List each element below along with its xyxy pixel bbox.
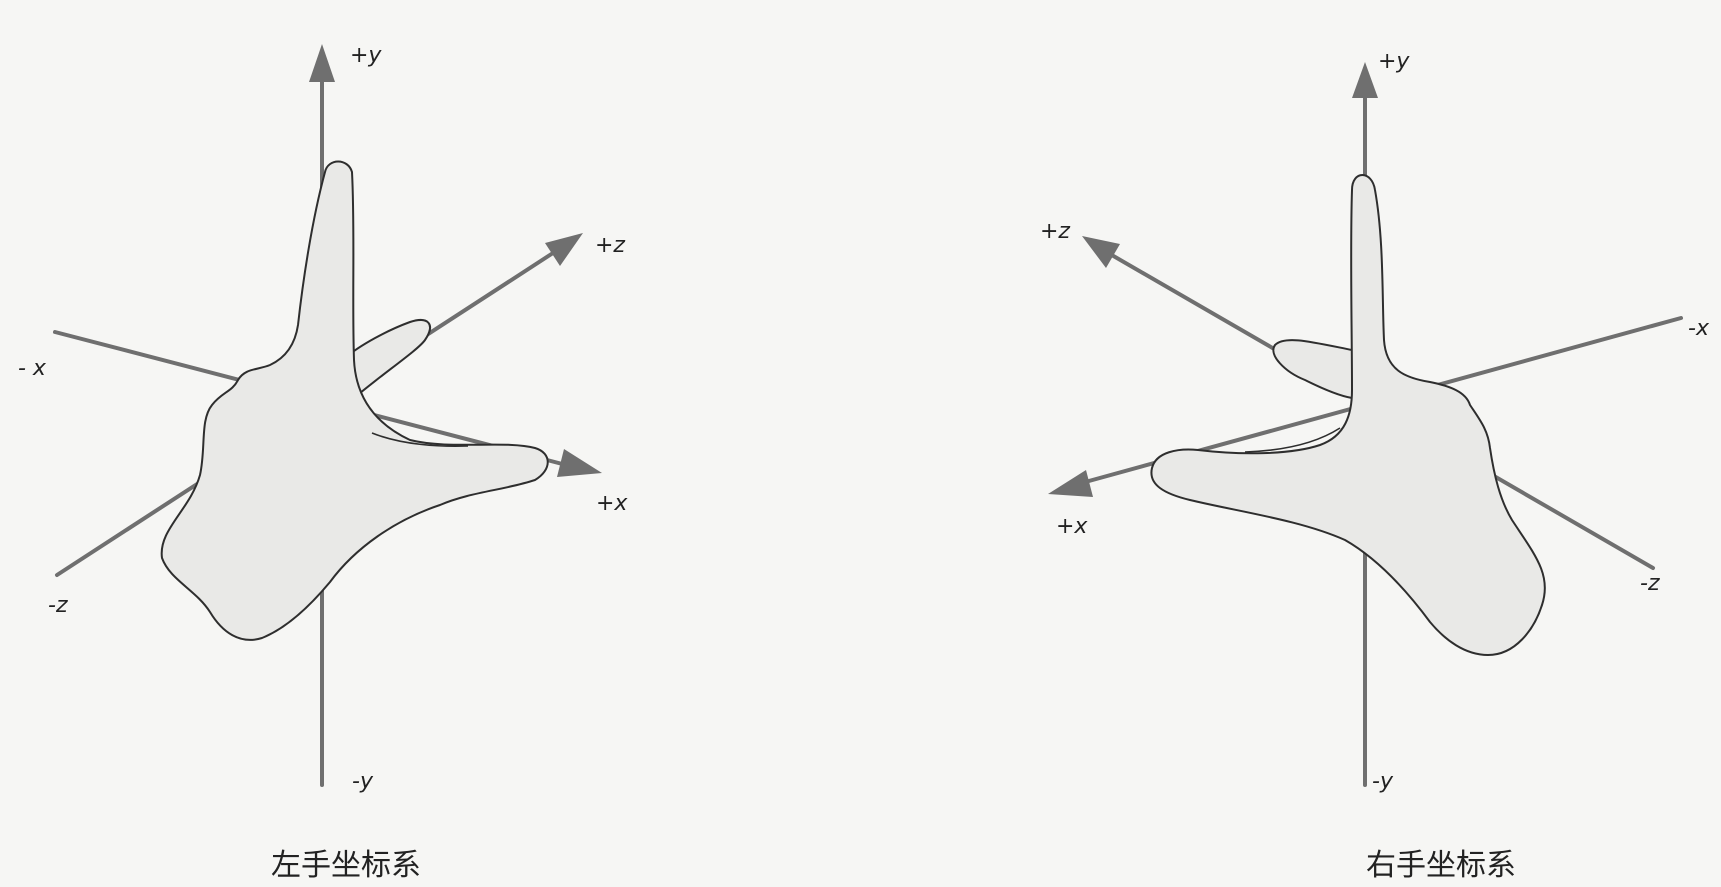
left-hand <box>160 160 549 641</box>
right-x-arrowhead <box>1048 470 1093 497</box>
right-z-arrowhead <box>1082 236 1120 268</box>
right-handed-caption: 右手坐标系 <box>1366 848 1516 883</box>
right-label-pos-y: +y <box>1378 49 1410 74</box>
left-handed-caption: 左手坐标系 <box>271 848 421 883</box>
left-label-neg-x: - x <box>18 356 47 381</box>
right-label-pos-x: +x <box>1056 514 1088 539</box>
left-y-arrowhead <box>309 44 335 82</box>
right-label-pos-z: +z <box>1040 219 1070 244</box>
right-label-neg-y: -y <box>1372 769 1394 794</box>
left-label-neg-z: -z <box>48 593 68 618</box>
right-y-arrowhead <box>1352 62 1378 98</box>
left-x-arrowhead <box>557 449 602 477</box>
right-label-neg-x: -x <box>1688 316 1710 341</box>
left-palm <box>160 160 549 641</box>
right-hand <box>1150 174 1546 656</box>
left-handed-system: +y -y +x - x +z -z <box>18 43 628 794</box>
left-middle-finger <box>344 319 431 399</box>
left-label-pos-z: +z <box>595 233 625 258</box>
left-label-pos-y: +y <box>350 43 382 68</box>
left-label-pos-x: +x <box>596 491 628 516</box>
left-z-arrowhead <box>545 233 583 266</box>
right-middle-finger <box>1272 339 1353 399</box>
left-label-neg-y: -y <box>352 769 374 794</box>
right-palm <box>1150 174 1546 656</box>
right-handed-system: +y -y +x -x +z -z <box>1040 49 1710 794</box>
left-thumb-crease <box>371 432 469 448</box>
right-label-neg-z: -z <box>1640 571 1660 596</box>
right-thumb-crease <box>1244 427 1341 453</box>
